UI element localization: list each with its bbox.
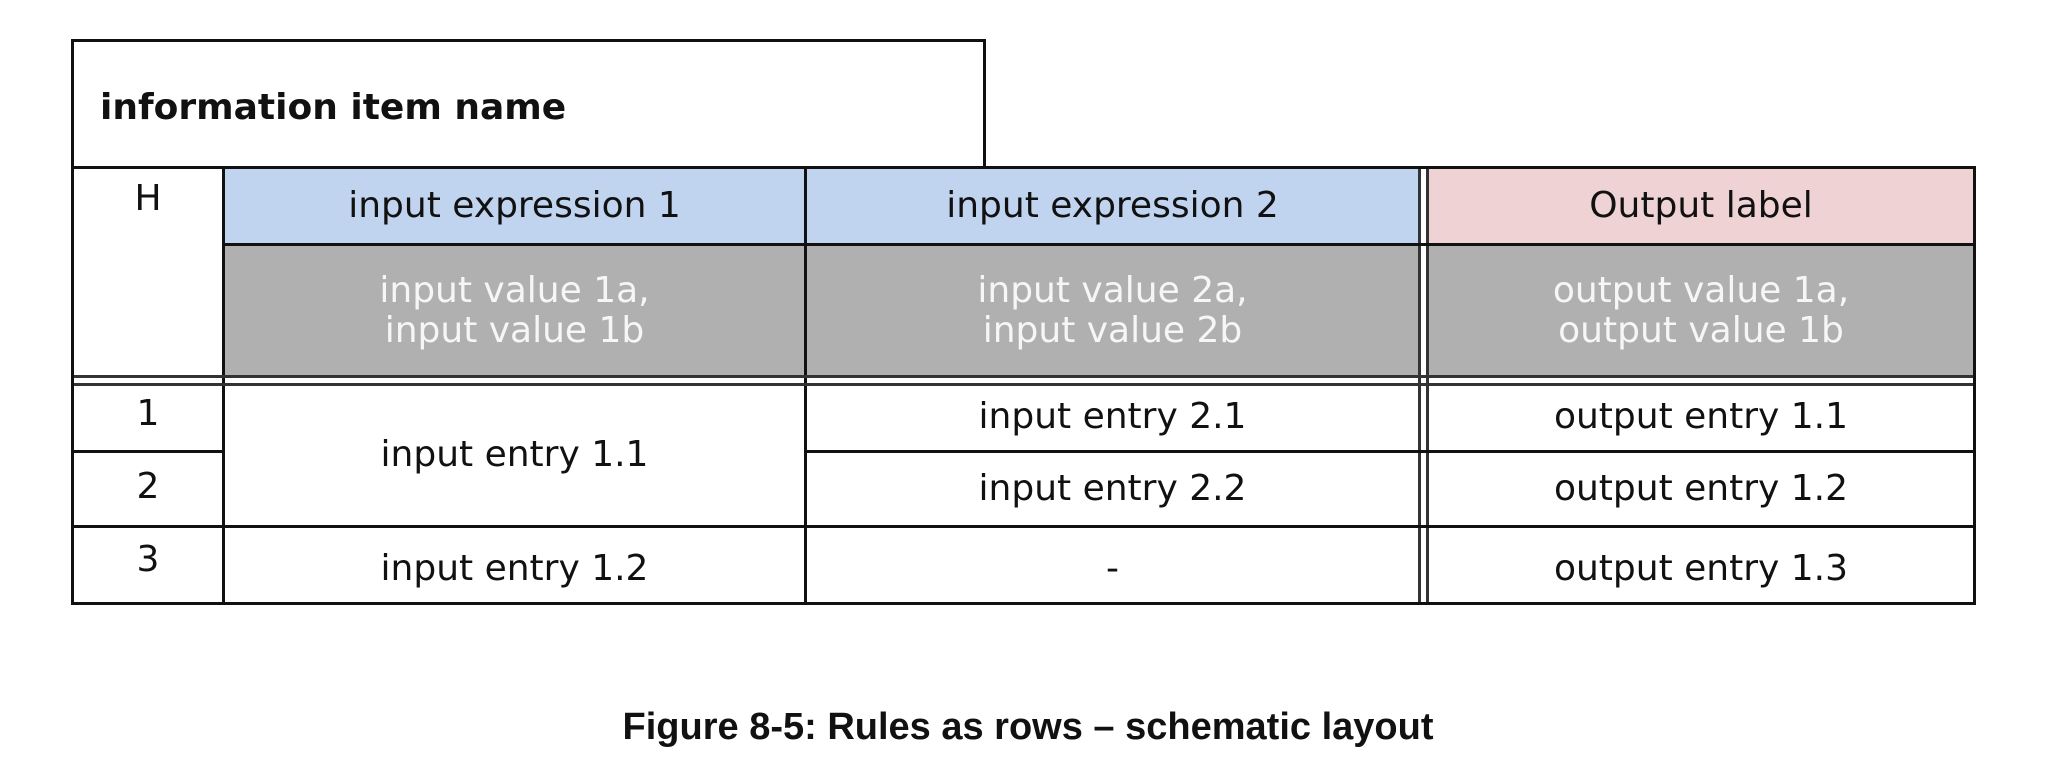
output-values-cell: output value 1a, output value 1b: [1429, 246, 1973, 375]
input-values-1-cell: input value 1a, input value 1b: [225, 246, 804, 375]
rule-number-3: 3: [136, 539, 160, 580]
grid-line-h-header: [225, 243, 1973, 246]
information-item-name-box: information item name: [71, 39, 986, 166]
input-value-1b: input value 1b: [384, 309, 645, 351]
rule-3-input-1-entry: input entry 1.2: [380, 548, 649, 589]
rule-3-output-entry: output entry 1.3: [1553, 548, 1849, 589]
grid-line-h-rule1: [804, 450, 1973, 453]
rule-number-1: 1: [136, 393, 160, 434]
grid-line-h-rule2: [74, 525, 1973, 528]
grid-line-h-rule1-num: [74, 450, 222, 453]
output-label-header: Output label: [1429, 169, 1973, 243]
rule-1-output-entry: output entry 1.1: [1553, 396, 1849, 437]
rule-2-output-entry: output entry 1.2: [1553, 468, 1849, 509]
rule-number-2: 2: [136, 466, 160, 507]
output-value-1a: output value 1a,: [1552, 269, 1850, 311]
rule-3-input-2-entry: -: [1106, 548, 1119, 589]
rule-1-input-2-entry: input entry 2.1: [978, 396, 1247, 437]
rule-2-input-2-entry: input entry 2.2: [978, 468, 1247, 509]
information-item-name: information item name: [100, 87, 567, 128]
input-value-2a: input value 2a,: [977, 269, 1248, 311]
input-expression-2-header: input expression 2: [807, 169, 1418, 243]
input-value-1a: input value 1a,: [379, 269, 650, 311]
rule-1-input-1-entry: input entry 1.1: [380, 433, 649, 475]
decision-table: H input expression 1 input expression 2 …: [71, 166, 1976, 605]
input-values-2-cell: input value 2a, input value 2b: [807, 246, 1418, 375]
figure-caption: Figure 8-5: Rules as rows – schematic la…: [622, 706, 1434, 748]
grid-double-line-rules: [74, 375, 1973, 386]
input-expression-1-header: input expression 1: [225, 169, 804, 243]
hit-policy-cell: H: [134, 178, 162, 219]
output-value-1b: output value 1b: [1558, 309, 1844, 351]
input-value-2b: input value 2b: [982, 309, 1243, 351]
